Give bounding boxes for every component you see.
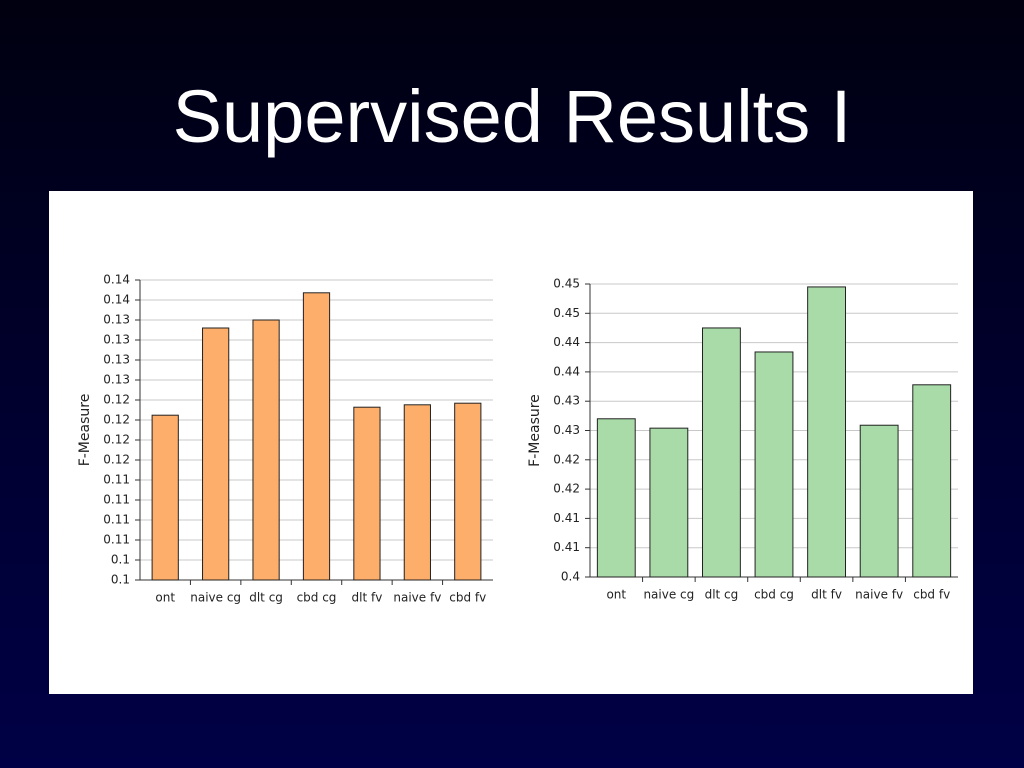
x-tick-label: cbd fv bbox=[449, 591, 486, 605]
bar bbox=[649, 427, 689, 578]
y-tick-label: 0.12 bbox=[103, 433, 130, 447]
y-tick-label: 0.12 bbox=[103, 453, 130, 467]
y-tick-label: 0.45 bbox=[553, 277, 580, 291]
chart: 0.1 0.1 0.11 0.11 0.11 0.11 0.12 0.12 0.12 0.12 0.… bbox=[77, 273, 958, 605]
y-tick-label: 0.42 bbox=[553, 452, 580, 466]
y-tick-label: 0.12 bbox=[103, 393, 130, 407]
x-tick-label: naive fv bbox=[393, 591, 441, 605]
x-tick-label: cbd cg bbox=[754, 588, 794, 602]
y-tick-label: 0.43 bbox=[553, 423, 580, 437]
x-tick-label: ont bbox=[155, 591, 175, 605]
bar bbox=[912, 384, 952, 578]
x-tick-label: naive fv bbox=[855, 588, 903, 602]
x-tick-label: dlt fv bbox=[352, 591, 383, 605]
bar bbox=[151, 414, 179, 581]
bar bbox=[754, 351, 794, 578]
y-axis-label: F-Measure bbox=[77, 394, 93, 467]
x-tick-label: cbd fv bbox=[913, 588, 950, 602]
y-tick-label: 0.14 bbox=[103, 273, 130, 287]
bar bbox=[403, 404, 431, 581]
y-tick-label: 0.11 bbox=[103, 513, 130, 527]
bar bbox=[859, 424, 899, 578]
y-tick-label: 0.13 bbox=[103, 313, 130, 327]
y-tick-label: 0.42 bbox=[553, 482, 580, 496]
y-tick-label: 0.1 bbox=[111, 573, 130, 587]
bar bbox=[702, 327, 741, 578]
y-axis-label: F-Measure bbox=[527, 394, 543, 467]
y-tick-label: 0.1 bbox=[111, 553, 130, 567]
y-tick-label: 0.12 bbox=[103, 413, 130, 427]
y-tick-label: 0.13 bbox=[103, 333, 130, 347]
bar bbox=[454, 402, 482, 581]
y-tick-label: 0.13 bbox=[103, 353, 130, 367]
bar bbox=[807, 286, 846, 578]
y-tick-label: 0.4 bbox=[561, 570, 580, 584]
bar bbox=[353, 406, 381, 581]
bar bbox=[596, 418, 636, 578]
y-tick-label: 0.44 bbox=[553, 335, 580, 349]
x-tick-label: naive cg bbox=[190, 591, 241, 605]
y-tick-label: 0.13 bbox=[103, 373, 130, 387]
y-tick-label: 0.14 bbox=[103, 293, 130, 307]
y-tick-label: 0.43 bbox=[553, 394, 580, 408]
x-tick-label: cbd cg bbox=[297, 591, 337, 605]
y-tick-label: 0.11 bbox=[103, 493, 130, 507]
bar bbox=[202, 327, 230, 581]
bar bbox=[252, 319, 280, 581]
y-tick-label: 0.41 bbox=[553, 540, 580, 554]
x-tick-label: dlt cg bbox=[249, 591, 283, 605]
x-tick-label: dlt fv bbox=[811, 588, 842, 602]
x-tick-label: dlt cg bbox=[705, 588, 739, 602]
y-tick-label: 0.41 bbox=[553, 511, 580, 525]
x-tick-label: naive cg bbox=[643, 588, 694, 602]
y-tick-label: 0.45 bbox=[553, 306, 580, 320]
y-tick-label: 0.11 bbox=[103, 533, 130, 547]
y-tick-label: 0.11 bbox=[103, 473, 130, 487]
bar bbox=[302, 292, 331, 581]
slide-title: Supervised Results I bbox=[172, 75, 852, 158]
x-tick-label: ont bbox=[606, 588, 626, 602]
y-tick-label: 0.44 bbox=[553, 364, 580, 378]
chart-panel: 0.1 0.1 0.11 0.11 0.11 0.11 0.12 0.12 0.12 0.12 0.… bbox=[49, 191, 973, 694]
